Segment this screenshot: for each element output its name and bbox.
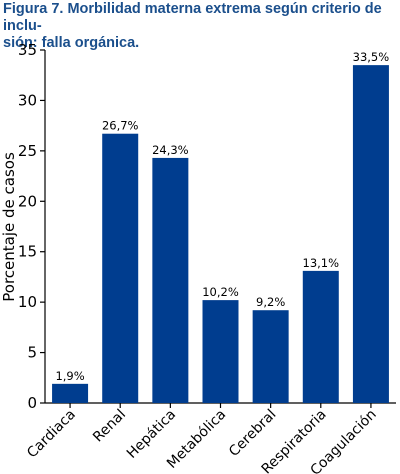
y-tick-label: 25 <box>18 142 37 160</box>
bar-respiratoria <box>302 270 339 403</box>
y-tick-label: 35 <box>18 41 37 59</box>
category-label: Renal <box>90 407 129 446</box>
data-label: 13,1% <box>303 256 340 270</box>
y-tick-label: 10 <box>18 293 37 311</box>
chart-title: Figura 7. Morbilidad materna extrema seg… <box>3 1 397 52</box>
bar-hepática <box>152 157 189 403</box>
bar-coagulación <box>352 65 389 403</box>
category-label: Cerebral <box>226 407 279 460</box>
y-tick-label: 0 <box>27 394 37 412</box>
y-tick-label: 15 <box>18 243 37 261</box>
bar-cardiaca <box>52 383 89 403</box>
data-label: 24,3% <box>152 143 189 157</box>
chart-axes: 0 5 10 15 20 25 30 35 <box>18 41 396 412</box>
y-tick-label: 5 <box>27 344 37 362</box>
data-label: 33,5% <box>353 50 390 64</box>
data-label: 26,7% <box>102 119 139 133</box>
chart-labels: 1,9%Cardiaca26,7%Renal24,3%Hepática10,2%… <box>24 50 389 474</box>
y-tick-label: 20 <box>18 192 37 210</box>
chart-bars <box>52 65 389 403</box>
y-tick-label: 30 <box>18 91 37 109</box>
category-label: Cardiaca <box>24 407 79 462</box>
chart-title-line-1: Figura 7. Morbilidad materna extrema seg… <box>3 1 382 34</box>
y-axis-label: Porcentaje de casos <box>0 152 18 302</box>
bar-metabólica <box>202 300 239 403</box>
chart-title-line-2: sión: falla orgánica. <box>3 35 140 51</box>
bar-cerebral <box>252 310 289 403</box>
data-label: 9,2% <box>256 295 285 309</box>
data-label: 1,9% <box>55 369 84 383</box>
data-label: 10,2% <box>202 285 239 299</box>
bar-renal <box>102 133 139 403</box>
